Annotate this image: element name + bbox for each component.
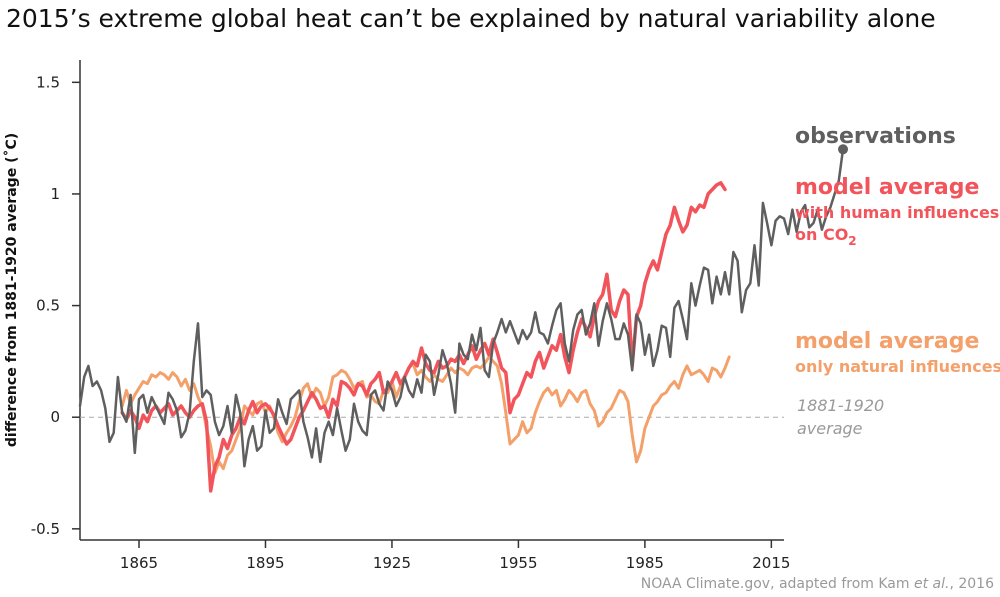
source-credit-year: , 2016 bbox=[949, 576, 994, 592]
x-tick-label: 1955 bbox=[499, 554, 537, 572]
x-ticks: 1865 1895 1925 1955 1985 2015 bbox=[120, 540, 790, 572]
y-tick-label: 1.5 bbox=[36, 73, 60, 91]
label-human-co2-text: on CO bbox=[795, 225, 848, 244]
label-human-subtitle: with human influences bbox=[795, 203, 999, 222]
x-tick-label: 1895 bbox=[246, 554, 284, 572]
source-credit-text: NOAA Climate.gov, adapted from Kam bbox=[641, 576, 914, 592]
y-tick-label: 0.5 bbox=[36, 297, 60, 315]
y-tick-label: -0.5 bbox=[31, 520, 60, 538]
label-human-co2-subscript: 2 bbox=[848, 234, 856, 248]
y-tick-label: 1 bbox=[50, 185, 60, 203]
series-line-human bbox=[120, 181, 727, 493]
y-axis-label: difference from 1881-1920 average (˚C) bbox=[3, 133, 20, 447]
label-human-title: model average bbox=[795, 175, 979, 200]
label-human-co2: on CO2 bbox=[795, 225, 857, 248]
x-tick-label: 2015 bbox=[752, 554, 790, 572]
series-line-observations bbox=[78, 148, 845, 468]
label-observations: observations bbox=[795, 124, 956, 149]
x-tick-label: 1985 bbox=[626, 554, 664, 572]
source-credit: NOAA Climate.gov, adapted from Kam et al… bbox=[641, 576, 994, 592]
label-baseline-period: 1881-1920 bbox=[797, 396, 884, 415]
y-ticks: -0.5 0 0.5 1 1.5 bbox=[31, 73, 80, 538]
source-credit-italic: et al. bbox=[914, 576, 949, 592]
x-tick-label: 1925 bbox=[373, 554, 411, 572]
axes bbox=[79, 60, 784, 541]
label-natural-subtitle: only natural influences bbox=[795, 357, 1000, 376]
label-natural-title: model average bbox=[795, 329, 979, 354]
chart-title: 2015’s extreme global heat can’t be expl… bbox=[6, 4, 936, 33]
label-baseline-average: average bbox=[797, 419, 863, 438]
x-tick-label: 1865 bbox=[120, 554, 158, 572]
y-tick-label: 0 bbox=[50, 408, 60, 426]
series-line-natural bbox=[120, 355, 731, 475]
observations-end-marker bbox=[838, 144, 849, 155]
